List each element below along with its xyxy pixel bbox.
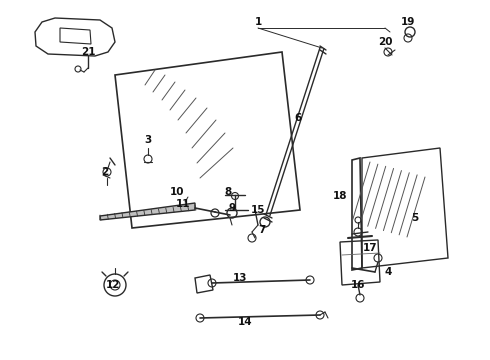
Text: 17: 17 [363,243,377,253]
Text: 16: 16 [351,280,365,290]
Text: 12: 12 [106,280,120,290]
Text: 7: 7 [258,225,266,235]
Text: 10: 10 [170,187,184,197]
Text: 18: 18 [333,191,347,201]
Polygon shape [100,203,195,220]
Text: 8: 8 [224,187,232,197]
Text: 21: 21 [81,47,95,57]
Text: 15: 15 [251,205,265,215]
Text: 1: 1 [254,17,262,27]
Text: 19: 19 [401,17,415,27]
Text: 11: 11 [176,199,190,209]
Text: 2: 2 [101,167,109,177]
Text: 14: 14 [238,317,252,327]
Text: 4: 4 [384,267,392,277]
Text: 5: 5 [412,213,418,223]
Text: 9: 9 [228,203,236,213]
Text: 3: 3 [145,135,151,145]
Text: 13: 13 [233,273,247,283]
Text: 6: 6 [294,113,302,123]
Text: 20: 20 [378,37,392,47]
